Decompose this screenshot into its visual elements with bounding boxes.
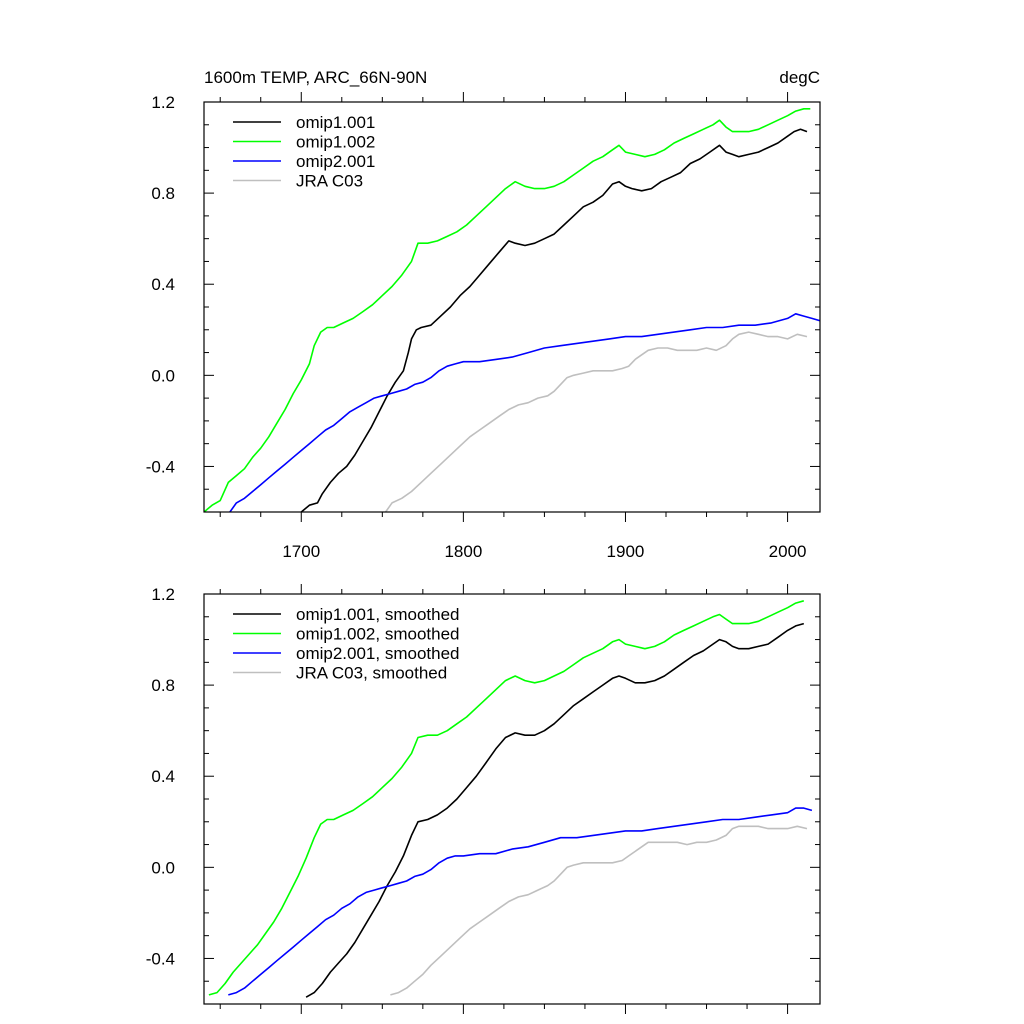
panel-title: 1600m TEMP, ARC_66N-90N [204, 68, 427, 87]
y-tick-label: 1.2 [151, 93, 175, 112]
series-line-3 [228, 807, 813, 996]
y-tick-label: 0.0 [151, 858, 175, 877]
legend-label: JRA C03 [296, 172, 363, 191]
y-tick-label: 0.4 [151, 767, 175, 786]
legend-label: omip2.001 [296, 152, 375, 171]
legend-label: omip1.002, smoothed [296, 625, 460, 644]
series-line-4 [384, 331, 808, 512]
series-line-4 [390, 825, 808, 996]
x-tick-label: 1800 [444, 542, 482, 561]
bottom-panel: -0.4 0.0 0.4 0.8 1.2 omip1.001, smoothedomip1… [146, 584, 821, 1014]
series-line-2 [208, 600, 805, 996]
y-tick-label: 1.2 [151, 585, 175, 604]
x-tick-label: 1900 [607, 542, 645, 561]
y-tick-label: 0.0 [151, 366, 175, 385]
y-tick-label: 0.8 [151, 676, 175, 695]
x-tick-label: 1700 [282, 542, 320, 561]
plot-area [208, 600, 813, 998]
y-tick-label: -0.4 [146, 457, 175, 476]
y-tick-label: 0.4 [151, 275, 175, 294]
series-line-3 [229, 313, 820, 512]
y-tick-label: -0.4 [146, 949, 175, 968]
legend-label: JRA C03, smoothed [296, 664, 447, 683]
series-line-1 [300, 128, 808, 512]
units-label: degC [779, 68, 820, 87]
x-tick-label: 2000 [769, 542, 807, 561]
series-line-2 [204, 108, 811, 512]
y-tick-label: 0.8 [151, 184, 175, 203]
top-panel: 1600m TEMP, ARC_66N-90N degC -0.4 0.0 0.4 0… [146, 68, 821, 561]
series-line-1 [305, 622, 805, 998]
legend-label: omip1.001 [296, 113, 375, 132]
legend-label: omip1.002 [296, 133, 375, 152]
plot-area [204, 108, 820, 512]
legend-label: omip1.001, smoothed [296, 605, 460, 624]
legend-label: omip2.001, smoothed [296, 644, 460, 663]
